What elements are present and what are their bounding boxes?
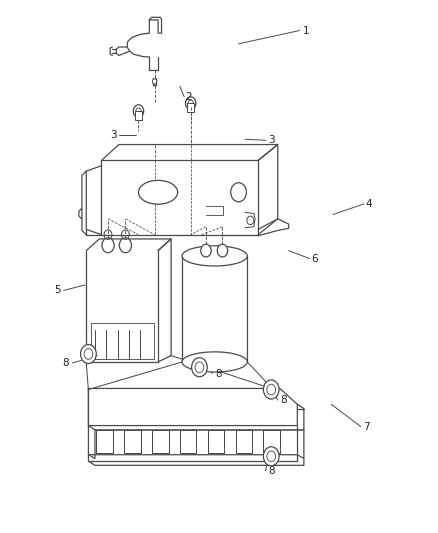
Circle shape: [152, 79, 157, 84]
Circle shape: [185, 97, 196, 110]
Text: 8: 8: [268, 466, 275, 475]
Bar: [91, 323, 154, 359]
Text: 7: 7: [363, 422, 369, 432]
Text: 8: 8: [280, 395, 287, 405]
Text: 8: 8: [63, 358, 69, 368]
Text: 3: 3: [110, 130, 117, 140]
Text: 5: 5: [55, 285, 61, 295]
Circle shape: [201, 244, 211, 257]
Circle shape: [191, 358, 207, 377]
Text: 1: 1: [303, 26, 309, 36]
Text: 4: 4: [366, 199, 372, 209]
Circle shape: [133, 105, 144, 117]
Circle shape: [247, 216, 254, 224]
Circle shape: [263, 380, 279, 399]
Circle shape: [217, 244, 228, 257]
Circle shape: [102, 238, 114, 253]
Ellipse shape: [182, 246, 247, 266]
Circle shape: [119, 238, 131, 253]
Ellipse shape: [182, 352, 247, 372]
Circle shape: [81, 344, 96, 364]
Text: 3: 3: [268, 135, 275, 146]
Bar: [187, 103, 194, 112]
Bar: [135, 111, 142, 119]
Circle shape: [263, 447, 279, 466]
Circle shape: [231, 183, 247, 202]
Text: 6: 6: [311, 254, 318, 263]
Text: 2: 2: [185, 92, 192, 102]
Text: 8: 8: [215, 369, 222, 378]
Ellipse shape: [138, 180, 178, 204]
